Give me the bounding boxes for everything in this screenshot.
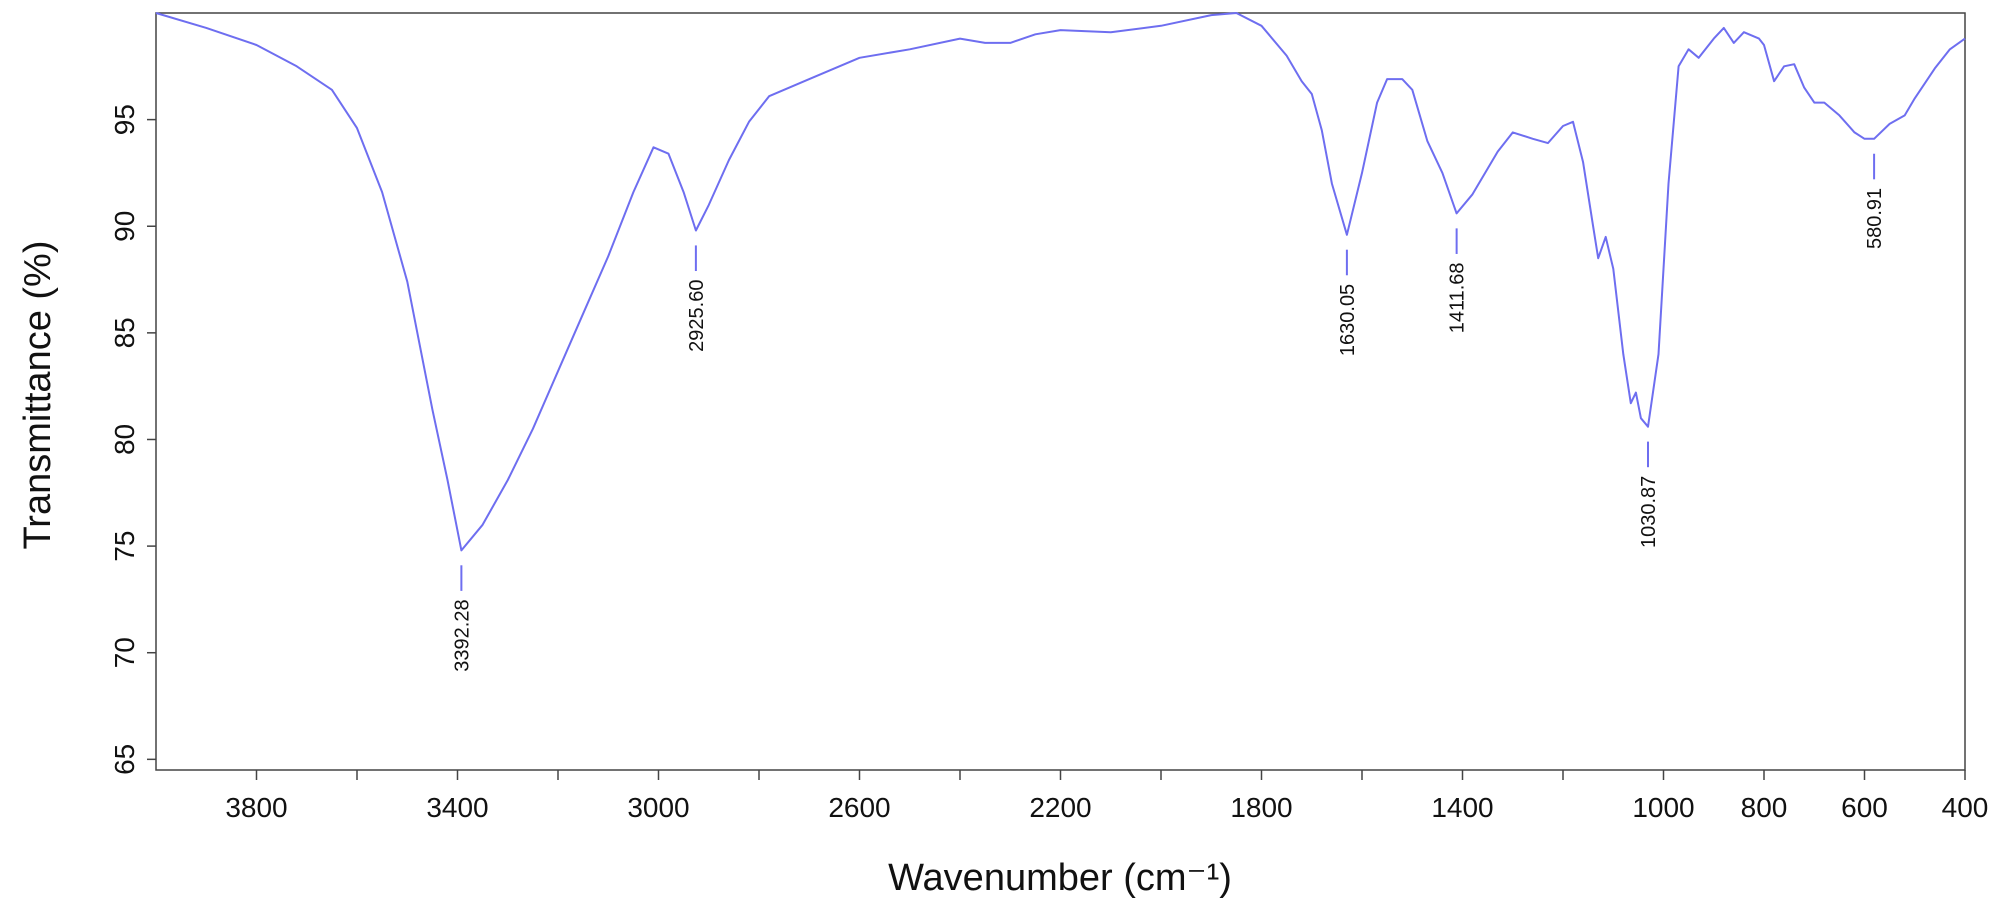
y-tick-label: 65 xyxy=(109,744,140,775)
x-tick-label: 800 xyxy=(1741,792,1788,823)
x-tick-label: 1000 xyxy=(1632,792,1694,823)
y-tick-label: 75 xyxy=(109,531,140,562)
x-tick-label: 1800 xyxy=(1230,792,1292,823)
y-tick-label: 90 xyxy=(109,211,140,242)
x-tick-label: 3800 xyxy=(225,792,287,823)
x-tick-label: 2200 xyxy=(1029,792,1091,823)
y-tick-label: 80 xyxy=(109,424,140,455)
x-tick-label: 3000 xyxy=(627,792,689,823)
peak-label: 3392.28 xyxy=(451,599,473,671)
y-axis-title: Transmittance (%) xyxy=(17,241,59,550)
x-tick-label: 600 xyxy=(1841,792,1888,823)
peak-label: 1030.87 xyxy=(1638,476,1660,548)
peak-label: 1411.68 xyxy=(1447,262,1469,333)
x-axis-title: Wavenumber (cm⁻¹) xyxy=(888,857,1232,899)
y-tick-label: 85 xyxy=(109,317,140,348)
x-tick-label: 400 xyxy=(1942,792,1989,823)
x-tick-label: 2600 xyxy=(828,792,890,823)
peak-label: 2925.60 xyxy=(686,280,708,352)
peak-label: 1630.05 xyxy=(1337,284,1359,356)
y-tick-label: 70 xyxy=(109,637,140,668)
x-tick-label: 3400 xyxy=(426,792,488,823)
spectrum-line xyxy=(155,12,1966,552)
y-tick-label: 95 xyxy=(109,104,140,135)
peak-label: 580.91 xyxy=(1864,188,1886,249)
x-tick-label: 1400 xyxy=(1431,792,1493,823)
